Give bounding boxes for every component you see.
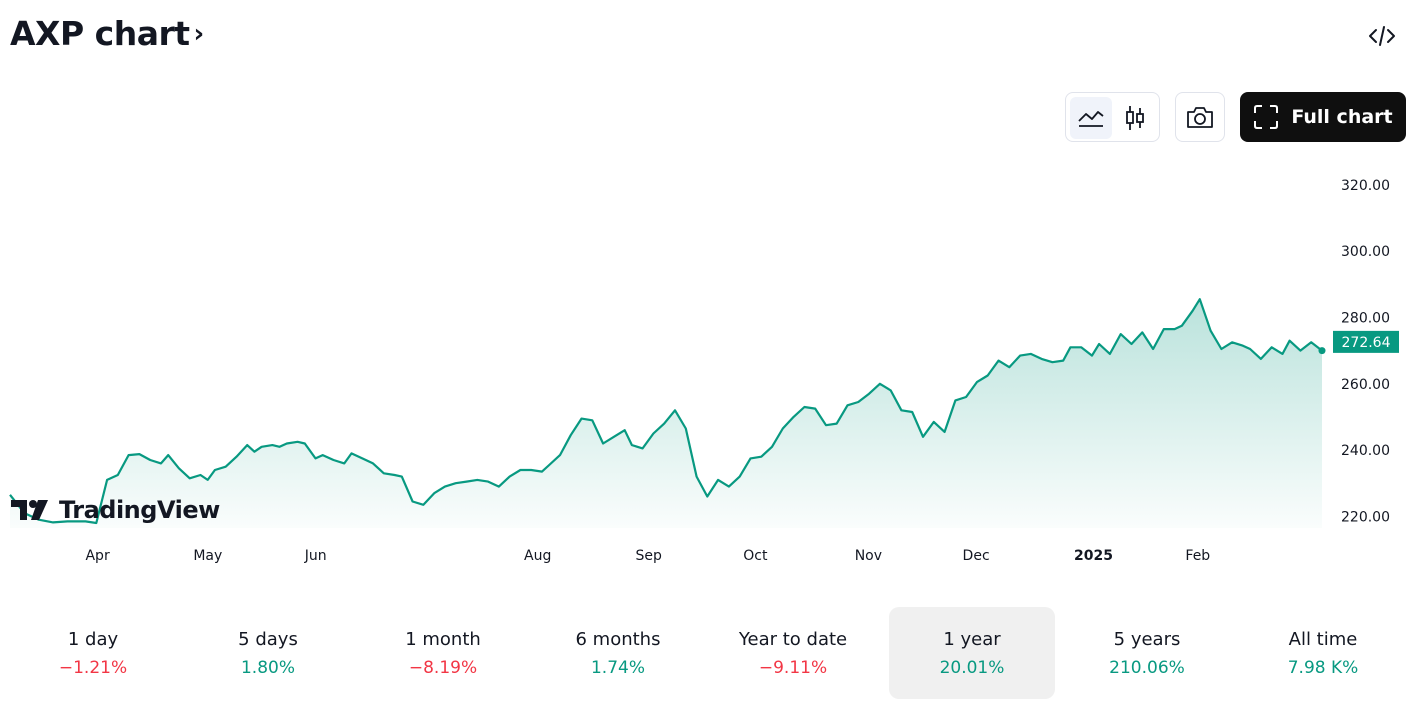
period-label: 1 month: [405, 628, 481, 650]
current-price-label: 272.64: [1342, 335, 1391, 351]
y-tick-label: 240.00: [1341, 443, 1390, 459]
chevron-right-icon: ›: [193, 18, 205, 49]
period-all-time[interactable]: All time 7.98 K%: [1240, 607, 1406, 699]
period-change: −8.19%: [408, 657, 478, 678]
area-chart-button[interactable]: [1070, 97, 1112, 139]
period-change: 1.80%: [240, 657, 295, 678]
period-1-month[interactable]: 1 month −8.19%: [360, 607, 526, 699]
period-6-months[interactable]: 6 months 1.74%: [535, 607, 701, 699]
period-label: Year to date: [738, 628, 848, 650]
full-chart-label: Full chart: [1291, 106, 1393, 128]
period-1-day[interactable]: 1 day −1.21%: [10, 607, 176, 699]
area-chart-icon: [1078, 111, 1104, 127]
candlestick-chart-button[interactable]: [1114, 97, 1156, 139]
period-selector: 1 day −1.21% 5 days 1.80% 1 month −8.19% 6 mon…: [10, 607, 1410, 699]
period-change: 210.06%: [1109, 657, 1185, 678]
last-price-point: [1318, 347, 1326, 355]
x-tick-label: Aug: [524, 548, 551, 564]
page-title: AXP chart: [10, 14, 190, 53]
x-tick-label: Sep: [635, 548, 662, 564]
tradingview-icon: [11, 500, 48, 520]
code-icon: [1369, 26, 1395, 46]
period-5-days[interactable]: 5 days 1.80%: [185, 607, 351, 699]
fullscreen-icon: [1254, 105, 1279, 129]
chart-title-link[interactable]: AXP chart ›: [10, 14, 204, 53]
x-tick-label: Nov: [855, 548, 882, 564]
price-line: [9, 298, 1323, 525]
period-label: 6 months: [575, 628, 661, 650]
current-price-badge: [1333, 330, 1399, 353]
period-1-year[interactable]: 1 year 20.01%: [889, 607, 1055, 699]
period-label: 5 years: [1113, 628, 1181, 650]
candlestick-icon: [1126, 106, 1144, 130]
y-tick-label: 280.00: [1341, 310, 1390, 326]
chart-style-switcher: [1065, 92, 1160, 142]
period-label: 1 day: [67, 628, 119, 650]
period-change: −1.21%: [58, 657, 128, 678]
price-area-fill: [10, 299, 1322, 528]
camera-icon: [1187, 107, 1213, 128]
x-tick-label: Feb: [1185, 548, 1210, 564]
x-tick-label: 2025: [1074, 548, 1113, 564]
x-tick-label: Jun: [304, 548, 327, 564]
period-label: 1 year: [943, 628, 1001, 650]
y-tick-label: 320.00: [1341, 178, 1390, 194]
y-tick-label: 260.00: [1341, 377, 1390, 393]
period-change: 1.74%: [590, 657, 645, 678]
period-change: 7.98 K%: [1287, 657, 1359, 678]
y-tick-label: 300.00: [1341, 244, 1390, 260]
price-chart[interactable]: 320.00 300.00 280.00 260.00 240.00 220.00 Apr…: [0, 150, 1417, 575]
tradingview-wordmark: TradingView: [59, 496, 220, 524]
x-tick-label: Oct: [743, 548, 768, 564]
snapshot-button[interactable]: [1175, 92, 1225, 142]
embed-code-button[interactable]: [1364, 22, 1400, 50]
x-tick-label: Apr: [85, 548, 109, 564]
period-year-to-date[interactable]: Year to date −9.11%: [710, 607, 876, 699]
tradingview-logo[interactable]: TradingView: [11, 496, 220, 524]
period-5-years[interactable]: 5 years 210.06%: [1064, 607, 1230, 699]
x-tick-label: May: [193, 548, 222, 564]
full-chart-button[interactable]: Full chart: [1240, 92, 1406, 142]
period-label: 5 days: [238, 628, 298, 650]
x-tick-label: Dec: [963, 548, 990, 564]
period-change: 20.01%: [939, 657, 1005, 678]
y-tick-label: 220.00: [1341, 509, 1390, 525]
period-label: All time: [1288, 628, 1358, 650]
period-change: −9.11%: [758, 657, 828, 678]
